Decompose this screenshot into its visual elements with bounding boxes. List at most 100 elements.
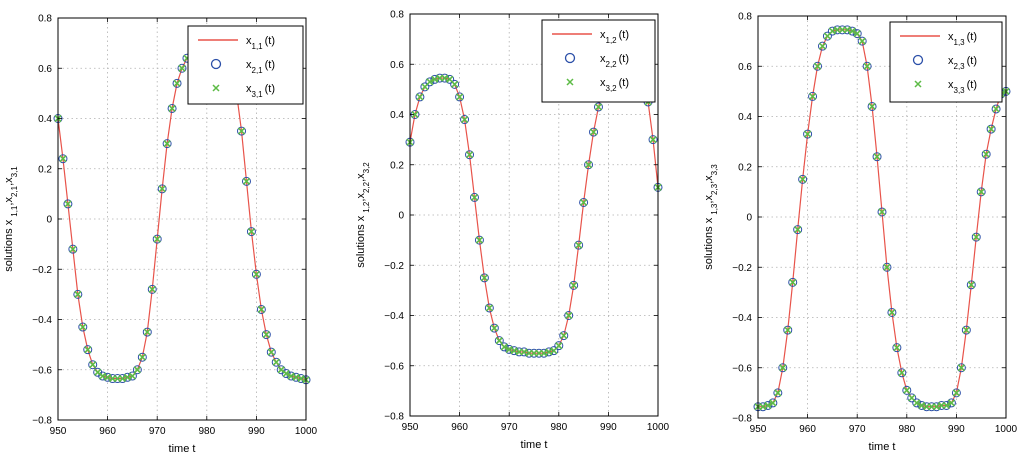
x-axis-label: time t: [869, 441, 896, 453]
x-tick-label: 980: [898, 424, 915, 435]
data-point-circle: [897, 368, 907, 378]
data-point-circle: [68, 244, 78, 254]
data-point-circle: [251, 269, 261, 279]
data-point-circle: [773, 388, 783, 398]
data-point-cross: [237, 127, 246, 135]
data-point-cross: [138, 353, 146, 361]
data-point-circle: [803, 129, 813, 139]
x-axis-label: time t: [521, 439, 548, 451]
data-point-circle: [425, 77, 435, 87]
data-point-cross: [143, 328, 151, 336]
data-point-cross: [451, 80, 459, 88]
x-tick-label: 950: [50, 426, 67, 437]
x-tick-label: 1000: [647, 422, 670, 433]
chart-panel-2: 950 960 970 980 990 1000 −0.8 −0.6 −0.4 −0.2 0 0.2 0…: [355, 10, 670, 452]
data-point-cross: [485, 304, 493, 312]
x-tick-label: 970: [501, 422, 518, 433]
legend-label: x3,1 (t): [246, 83, 275, 99]
data-point-circle: [147, 284, 157, 294]
x-tick-label: 1000: [995, 424, 1018, 435]
y-tick-label: −0.4: [732, 313, 752, 324]
data-point-circle: [564, 311, 574, 320]
data-point-cross: [982, 150, 990, 158]
data-point-circle: [589, 127, 599, 137]
y-tick-label: −0.4: [32, 315, 52, 326]
data-point-cross: [475, 236, 484, 244]
data-point-cross: [456, 93, 464, 101]
data-point-cross: [863, 62, 871, 70]
data-point-cross: [282, 369, 290, 378]
data-point-cross: [257, 305, 265, 314]
data-point-circle: [569, 280, 579, 290]
data-point-cross: [441, 74, 449, 82]
data-point-circle: [817, 41, 827, 51]
x-tick-label: 990: [600, 422, 617, 433]
data-point-cross: [133, 366, 141, 374]
data-point-circle: [489, 323, 499, 333]
data-point-cross: [828, 27, 836, 35]
data-point-circle: [63, 199, 73, 209]
data-point-cross: [292, 373, 300, 381]
x-tick-label: 1000: [295, 426, 318, 437]
data-point-cross: [878, 208, 886, 216]
data-point-cross: [992, 105, 1000, 113]
data-point-cross: [69, 245, 77, 253]
data-point-cross: [987, 125, 995, 133]
data-point-cross: [570, 281, 578, 289]
data-point-cross: [868, 102, 876, 111]
data-point-cross: [789, 278, 797, 286]
data-point-cross: [580, 198, 588, 207]
data-point-cross: [158, 185, 166, 193]
data-point-circle: [554, 341, 564, 351]
data-point-cross: [952, 389, 960, 397]
data-point-circle: [484, 303, 494, 313]
data-point-circle: [902, 385, 912, 395]
x-tick-label: 970: [149, 426, 166, 437]
data-point-cross: [962, 326, 970, 334]
y-axis-label: solutions x 1,3,x2,3,x3,3: [703, 164, 719, 270]
data-point-circle: [137, 352, 147, 362]
data-point-circle: [469, 192, 479, 202]
data-point-circle: [966, 280, 976, 290]
data-point-circle: [593, 102, 603, 112]
data-point-cross: [64, 200, 72, 208]
data-point-cross: [594, 103, 603, 111]
data-point-circle: [73, 289, 83, 299]
x-tick-label: 990: [248, 426, 265, 437]
data-point-circle: [157, 184, 167, 194]
data-point-cross: [460, 115, 469, 124]
data-point-circle: [976, 187, 986, 197]
data-point-circle: [808, 91, 818, 101]
y-tick-label: 0.6: [738, 62, 752, 73]
data-point-cross: [804, 130, 812, 138]
data-point-cross: [977, 188, 985, 196]
data-point-cross: [128, 372, 136, 380]
data-point-cross: [764, 401, 772, 410]
y-tick-label: 0: [46, 215, 52, 226]
data-point-cross: [799, 175, 807, 183]
data-point-cross: [272, 358, 280, 366]
data-point-cross: [416, 93, 424, 101]
data-point-cross: [118, 374, 127, 383]
data-point-cross: [59, 155, 67, 163]
data-point-circle: [499, 342, 509, 352]
y-axis-label: solutions x 1,2,x2,2,x3,2: [355, 162, 371, 268]
data-point-circle: [822, 31, 832, 41]
data-point-cross: [431, 75, 439, 83]
data-point-circle: [768, 398, 778, 408]
data-point-circle: [256, 304, 266, 314]
data-point-circle: [912, 398, 922, 408]
y-tick-label: 0.8: [738, 12, 752, 23]
data-point-circle: [981, 149, 991, 159]
legend: x1,3 (t) x2,3 (t) x3,3 (t): [889, 21, 1003, 103]
data-point-cross: [173, 79, 181, 87]
legend-label: x3,2 (t): [600, 77, 629, 93]
y-tick-label: 0.4: [390, 110, 404, 121]
y-tick-label: −0.6: [732, 363, 752, 374]
data-point-circle: [474, 235, 484, 245]
y-tick-label: 0.8: [38, 14, 52, 25]
data-point-cross: [649, 136, 657, 144]
data-point-circle: [907, 393, 917, 403]
legend-label: x3,3 (t): [948, 79, 977, 95]
data-point-cross: [873, 153, 881, 161]
